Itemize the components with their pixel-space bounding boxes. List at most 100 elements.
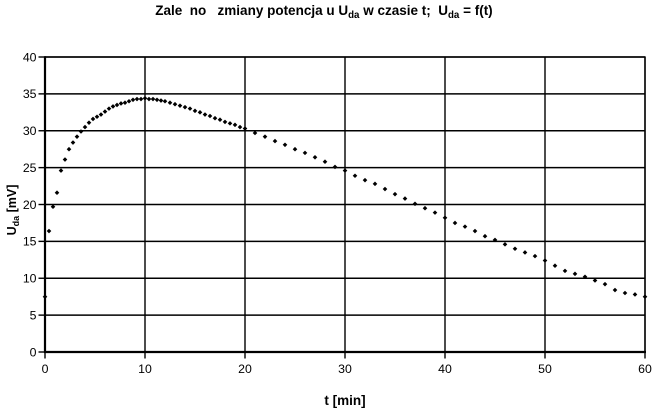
- data-point-marker: [98, 112, 104, 117]
- x-tick-label: 50: [538, 362, 552, 376]
- data-point-marker: [78, 129, 84, 134]
- data-point-marker: [622, 290, 628, 296]
- data-point-marker: [217, 117, 223, 122]
- data-point-marker: [94, 114, 100, 120]
- data-point-marker: [70, 140, 76, 145]
- data-point-marker: [322, 159, 328, 165]
- chart-title-text: = f(t): [459, 3, 493, 18]
- data-point-marker: [562, 268, 568, 274]
- y-tick-label: 20: [23, 198, 37, 212]
- data-point-marker: [272, 138, 278, 144]
- data-point-marker: [392, 191, 398, 197]
- data-point-marker: [227, 121, 233, 126]
- data-point-marker: [146, 96, 152, 102]
- x-tick-label: 0: [42, 362, 49, 376]
- y-tick-label: 15: [23, 235, 37, 249]
- data-point-marker: [138, 96, 144, 102]
- data-point-marker: [74, 134, 80, 139]
- y-tick-label: 0: [30, 345, 37, 359]
- data-point-marker: [592, 278, 598, 283]
- data-point-marker: [482, 233, 488, 239]
- data-point-marker: [102, 109, 108, 114]
- chart-title-subscript: da: [348, 9, 360, 21]
- data-point-marker: [62, 157, 68, 162]
- data-point-marker: [182, 104, 188, 110]
- data-point-marker: [192, 108, 198, 114]
- data-point-marker: [150, 96, 156, 102]
- data-point-marker: [512, 246, 518, 252]
- data-point-marker: [82, 124, 88, 130]
- data-point-marker: [352, 173, 358, 179]
- data-point-marker: [292, 146, 298, 152]
- data-point-marker: [212, 115, 218, 121]
- x-tick-label: 30: [338, 362, 352, 376]
- data-point-marker: [442, 215, 448, 221]
- data-point-marker: [232, 122, 238, 128]
- data-point-marker: [122, 100, 128, 106]
- data-point-marker: [177, 103, 183, 108]
- data-point-marker: [58, 168, 64, 173]
- data-point-marker: [237, 124, 243, 130]
- data-point-marker: [42, 294, 48, 299]
- data-point-marker: [302, 150, 308, 156]
- data-point-marker: [207, 113, 213, 119]
- data-point-marker: [114, 102, 120, 108]
- data-point-marker: [90, 116, 96, 122]
- x-tick-label: 60: [638, 362, 652, 376]
- data-point-marker: [362, 177, 368, 183]
- data-point-marker: [432, 210, 438, 215]
- data-point-marker: [110, 104, 116, 109]
- y-tick-label: 35: [23, 87, 37, 101]
- data-point-marker: [382, 186, 388, 192]
- data-point-marker: [462, 224, 468, 229]
- data-point-marker: [158, 98, 164, 103]
- data-point-marker: [262, 134, 268, 139]
- data-point-marker: [542, 258, 548, 263]
- data-point-marker: [572, 271, 578, 277]
- data-point-marker: [602, 281, 608, 287]
- data-point-marker: [130, 97, 136, 103]
- data-point-marker: [126, 98, 132, 104]
- data-point-marker: [46, 228, 52, 234]
- data-point-marker: [492, 237, 498, 243]
- data-point-marker: [154, 97, 160, 103]
- chart-title-subscript: da: [447, 9, 460, 21]
- data-point-marker: [162, 98, 168, 104]
- chart-title: Zale no zmiany potencja u Uda w czasie t…: [0, 3, 648, 21]
- data-point-marker: [632, 292, 638, 297]
- data-point-marker: [222, 119, 228, 125]
- data-point-marker: [86, 120, 92, 125]
- y-tick-label: 40: [23, 50, 37, 64]
- data-point-marker: [197, 110, 203, 115]
- data-point-marker: [172, 101, 178, 107]
- data-point-marker: [522, 250, 528, 255]
- chart-title-text: Zale no zmiany potencja u U: [155, 3, 349, 18]
- chart-title-text: w czasie t; U: [359, 3, 448, 18]
- y-tick-label: 25: [23, 161, 37, 175]
- data-point-marker: [167, 100, 173, 106]
- y-axis-title-text: U: [5, 226, 19, 236]
- x-tick-label: 40: [438, 362, 452, 376]
- data-point-marker: [66, 146, 72, 152]
- y-axis-title-subscript: da: [10, 215, 21, 227]
- data-point-marker: [54, 190, 60, 195]
- data-point-marker: [612, 287, 618, 293]
- data-point-marker: [118, 101, 124, 106]
- data-point-marker: [642, 294, 648, 299]
- x-tick-label: 10: [138, 362, 152, 376]
- y-tick-label: 30: [23, 124, 37, 138]
- data-point-marker: [106, 106, 112, 111]
- data-point-marker: [532, 253, 538, 259]
- x-axis-title: t [min]: [324, 393, 366, 408]
- data-point-marker: [282, 142, 288, 148]
- data-point-marker: [412, 201, 418, 207]
- data-point-marker: [502, 242, 508, 247]
- y-tick-label: 5: [30, 308, 37, 322]
- y-axis-title: Uda [mV]: [5, 130, 21, 290]
- y-axis-title-text: [mV]: [5, 184, 19, 216]
- data-point-marker: [242, 126, 248, 131]
- data-point-marker: [134, 96, 140, 102]
- y-tick-label: 10: [23, 272, 37, 286]
